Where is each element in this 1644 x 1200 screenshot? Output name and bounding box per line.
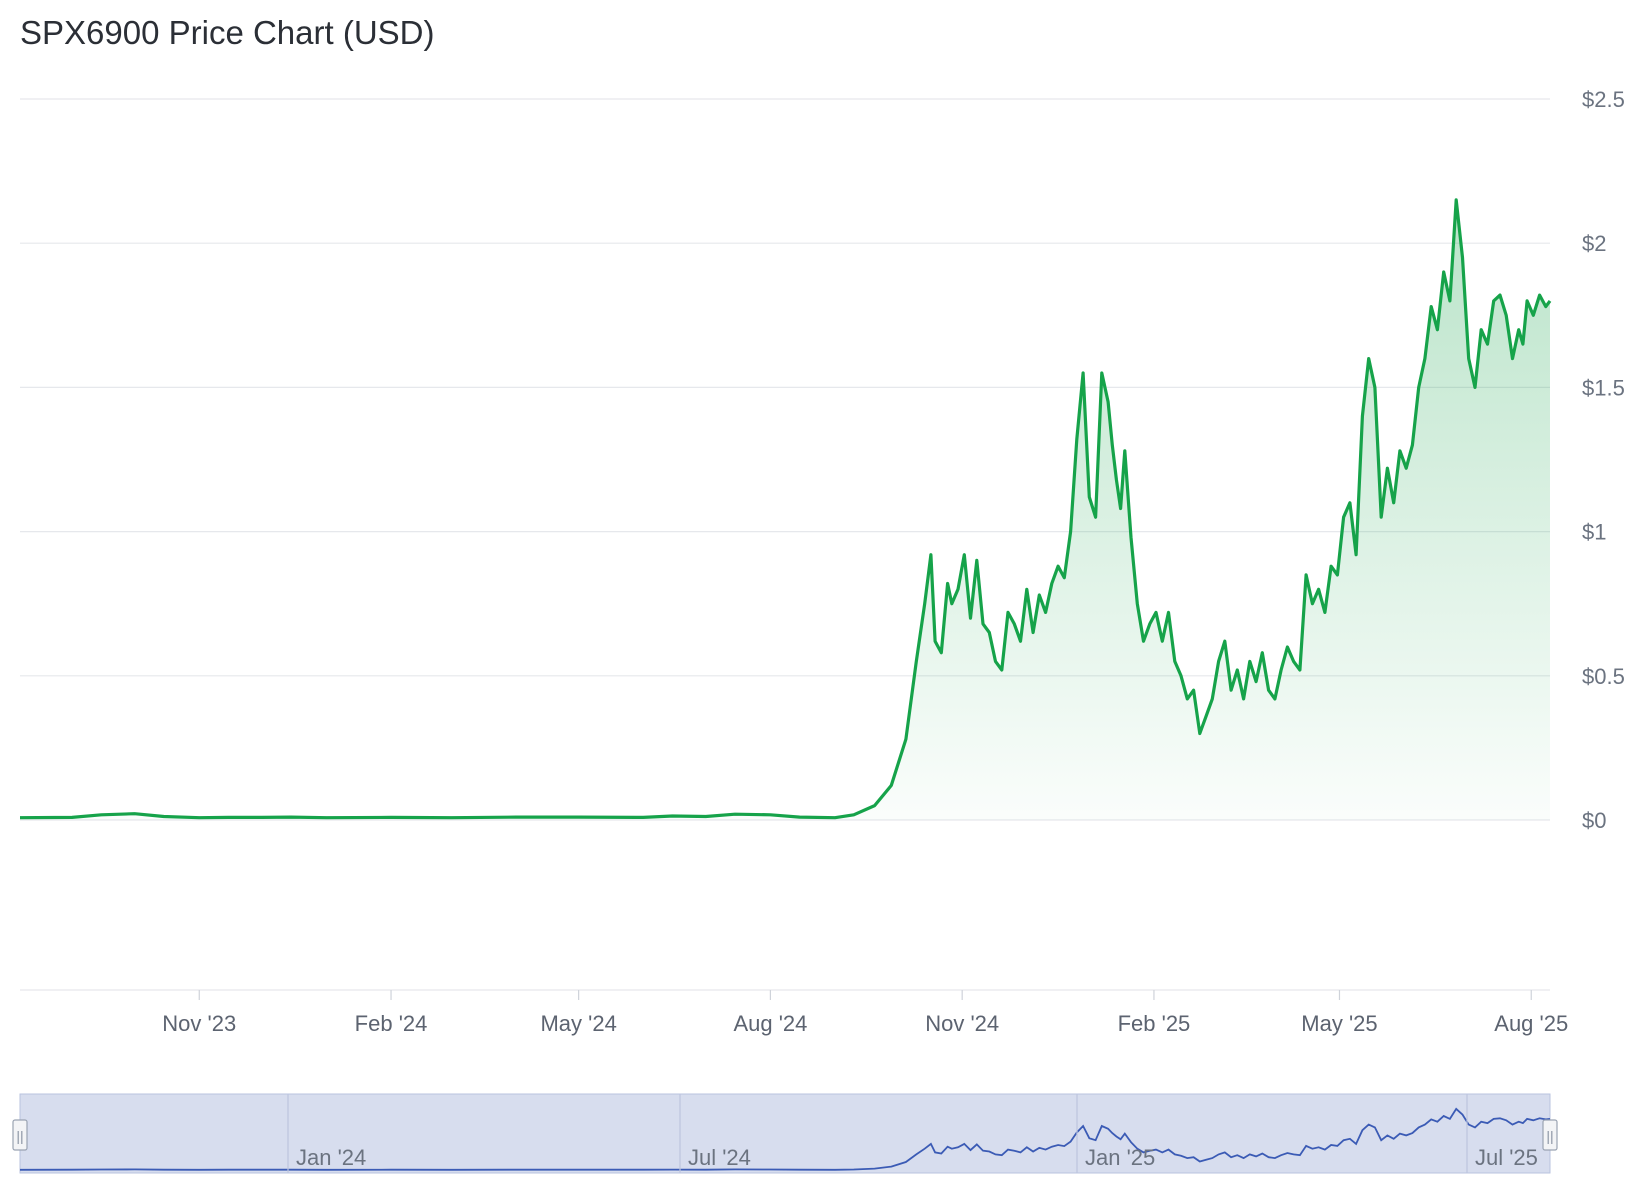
- handle-glyph: ||: [16, 1128, 23, 1144]
- navigator[interactable]: Jan '24 Jul '24 Jan '25 Jul '25 || ||: [12, 1093, 1558, 1174]
- y-tick-label: $2: [1582, 231, 1606, 256]
- y-axis: $0 $0.5 $1 $1.5 $2 $2.5: [1582, 87, 1625, 833]
- price-line[interactable]: [19, 198, 1552, 820]
- navigator-tick-label: Jan '25: [1085, 1145, 1155, 1170]
- x-tick-label: Feb '25: [1118, 1011, 1191, 1036]
- x-tick-label: May '25: [1301, 1011, 1377, 1036]
- navigator-handle-left[interactable]: ||: [12, 1119, 28, 1151]
- y-tick-label: $0.5: [1582, 664, 1625, 689]
- handle-grip: [1542, 1119, 1558, 1151]
- navigator-window[interactable]: [19, 1093, 1551, 1174]
- y-tick-label: $2.5: [1582, 87, 1625, 112]
- grid-lines: [20, 98, 1550, 991]
- handle-glyph: ||: [1546, 1128, 1553, 1144]
- x-tick-label: Aug '24: [733, 1011, 807, 1036]
- navigator-handle-right[interactable]: ||: [1542, 1119, 1558, 1151]
- navigator-tick-label: Jan '24: [296, 1145, 366, 1170]
- x-axis: Nov '23 Feb '24 May '24 Aug '24 Nov '24 Feb '…: [162, 990, 1568, 1036]
- navigator-tick-label: Jul '24: [688, 1145, 751, 1170]
- x-tick-label: Nov '24: [925, 1011, 999, 1036]
- chart-title: SPX6900 Price Chart (USD): [20, 14, 435, 51]
- handle-grip: [12, 1119, 28, 1151]
- x-tick-label: Aug '25: [1494, 1011, 1568, 1036]
- y-tick-label: $0: [1582, 808, 1606, 833]
- navigator-axis: Jan '24 Jul '24 Jan '25 Jul '25: [287, 1094, 1538, 1173]
- x-tick-label: Nov '23: [162, 1011, 236, 1036]
- x-tick-label: Feb '24: [355, 1011, 428, 1036]
- y-tick-label: $1: [1582, 520, 1606, 545]
- navigator-series-line: [19, 1107, 1551, 1171]
- navigator-tick-label: Jul '25: [1475, 1145, 1538, 1170]
- x-tick-label: May '24: [540, 1011, 616, 1036]
- price-area: [20, 199, 1550, 820]
- y-tick-label: $1.5: [1582, 375, 1625, 400]
